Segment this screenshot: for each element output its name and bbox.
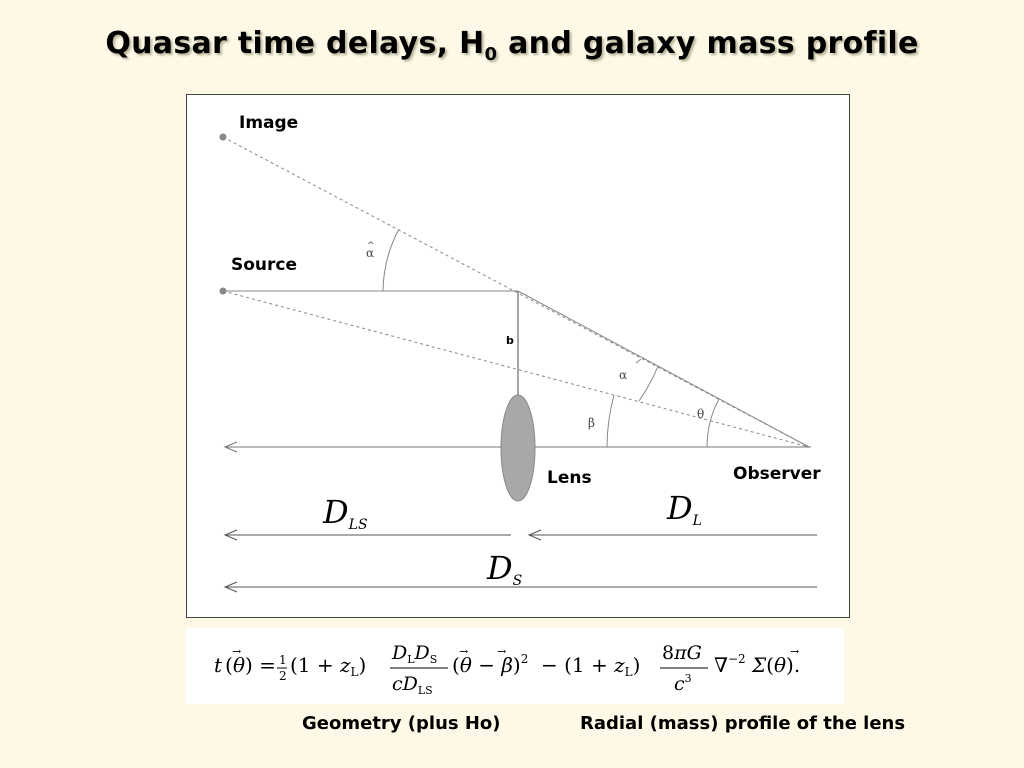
alpha-hat-arc — [382, 228, 400, 292]
ds-sub: S — [513, 573, 523, 589]
lens-ellipse — [500, 394, 536, 502]
dls-label: DLS — [322, 493, 368, 533]
formula-frac2-den: c3 — [674, 672, 692, 695]
formula-half-num: 1 — [279, 653, 287, 667]
formula-vec-beta: → — [497, 645, 506, 658]
formula-frac2-num: 8πG — [662, 642, 702, 664]
formula-vec1: → — [232, 645, 241, 658]
formula-half-den: 2 — [279, 669, 287, 683]
formula-frac1-num: DLDS — [391, 642, 437, 666]
dl-main: D — [666, 489, 693, 527]
source-point — [219, 287, 227, 295]
formula-term2: (θ − β)2 — [452, 652, 528, 677]
source-ray-dashed — [222, 290, 810, 448]
beta-arc — [606, 394, 615, 448]
observer-label: Observer — [733, 464, 821, 484]
image-point — [219, 133, 227, 141]
theta-label: θ — [697, 407, 704, 421]
dl-sub: L — [692, 513, 702, 529]
dl-arrowhead — [527, 529, 542, 541]
caption-mass-profile: Radial (mass) profile of the lens — [580, 713, 906, 734]
deflected-ray — [517, 290, 810, 448]
formula-frac1-den: cDLS — [392, 673, 433, 697]
formula-term4: ∇−2 Σ(θ). — [714, 652, 800, 677]
caption-geometry: Geometry (plus Ho) — [302, 713, 501, 734]
formula-vec-theta: → — [459, 645, 468, 658]
title-main: Quasar time delays, H — [105, 26, 485, 61]
alpha-label: α — [619, 368, 627, 382]
alpha-arc-outer — [638, 365, 659, 402]
lensing-diagram: Image Source b Lens Observer α ^ α β θ D… — [186, 94, 850, 618]
image-label: Image — [239, 113, 298, 133]
image-ray-dashed — [222, 136, 810, 448]
title-rest: and galaxy mass profile — [497, 26, 919, 61]
time-delay-formula: t ( θ → ) = 1 2 (1 + zL) DLDS cDLS (θ − … — [186, 628, 844, 704]
source-label: Source — [231, 255, 297, 275]
alpha-hat-caret: ^ — [367, 241, 375, 251]
theta-arc — [706, 398, 720, 448]
title-subscript: 0 — [484, 44, 498, 65]
ds-main: D — [486, 549, 513, 587]
formula-t: t — [214, 653, 223, 677]
b-label: b — [506, 334, 514, 347]
lensing-geometry-svg: Image Source b Lens Observer α ^ α β θ D… — [219, 113, 821, 593]
formula-term3: − (1 + zL) — [541, 653, 640, 679]
formula-vec-theta2: → — [790, 645, 799, 658]
dls-arrowhead — [223, 529, 238, 541]
formula-close1: ) = — [245, 653, 276, 677]
alpha-hat-label: α — [366, 246, 374, 260]
ds-label: DS — [486, 549, 522, 589]
dls-main: D — [322, 493, 349, 531]
formula-open1: ( — [225, 653, 233, 677]
beta-label: β — [588, 416, 595, 430]
formula-svg: t ( θ → ) = 1 2 (1 + zL) DLDS cDLS (θ − … — [214, 642, 800, 697]
dls-sub: LS — [348, 517, 368, 533]
dl-label: DL — [666, 489, 702, 529]
formula-theta1: θ — [233, 653, 245, 677]
lens-label: Lens — [547, 468, 592, 488]
optical-axis-arrowhead — [223, 441, 238, 453]
ds-arrowhead — [223, 581, 238, 593]
formula-term1: (1 + zL) — [290, 653, 366, 679]
alpha-arc — [635, 358, 642, 364]
slide-title: Quasar time delays, H0 and galaxy mass p… — [0, 26, 1024, 65]
